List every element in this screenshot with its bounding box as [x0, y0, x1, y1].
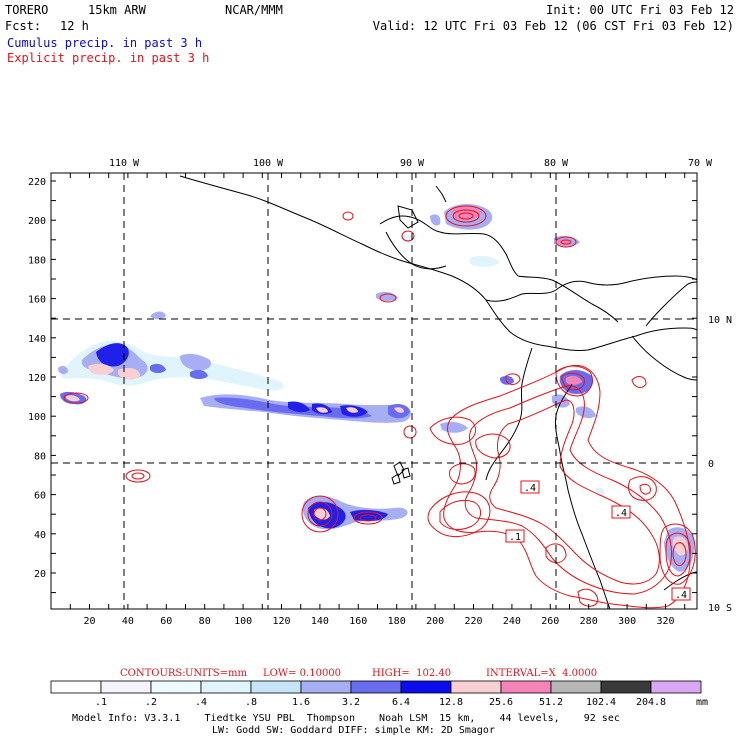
lat-label-0: 0 — [708, 459, 714, 470]
physics-info-line: LW: Godd SW: Goddard DIFF: simple KM: 2D… — [212, 725, 495, 736]
bottom-tick-label: 320 — [656, 616, 674, 627]
colorbar-swatch — [250, 680, 302, 694]
colorbar-swatch — [600, 680, 652, 694]
lat-label-10n: 10 N — [708, 315, 732, 326]
left-tick-label: 220 — [28, 177, 46, 188]
colorbar-swatch — [150, 680, 202, 694]
lat-label-10s: 10 S — [708, 603, 732, 614]
coastlines — [179, 175, 697, 609]
bottom-tick-label: 140 — [311, 616, 329, 627]
colorbar-swatch — [450, 680, 502, 694]
colorbar-label: 12.8 — [439, 697, 463, 708]
lon-label-100w: 100 W — [253, 158, 284, 169]
colorbar-label: .8 — [245, 697, 257, 708]
contour-label-3-text: .4 — [615, 508, 627, 519]
model-resolution: 15km ARW — [88, 3, 146, 17]
left-tick-label: 120 — [28, 373, 46, 384]
bottom-tick-label: 80 — [199, 616, 211, 627]
colorbar-units: mm — [696, 697, 708, 708]
colorbar-label: 6.4 — [392, 697, 410, 708]
contour-label-3: .4 — [611, 505, 631, 519]
left-tick-label: 140 — [28, 334, 46, 345]
bottom-tick-label: 220 — [464, 616, 482, 627]
contours-high: HIGH= 102.40 — [372, 668, 452, 679]
contour-label-1: .4 — [520, 480, 540, 494]
colorbar-swatch — [500, 680, 552, 694]
forecast-hour: 12 h — [60, 19, 89, 33]
colorbar-label: 51.2 — [539, 697, 563, 708]
left-tick-label: 200 — [28, 216, 46, 227]
colorbar: .1 .2 .4 .8 1.6 3.2 6.4 12.8 25.6 51.2 102.4 204.8 — [50, 680, 702, 708]
plot-frame — [50, 172, 698, 610]
colorbar-swatch — [100, 680, 152, 694]
bottom-tick-label: 300 — [618, 616, 636, 627]
bottom-tick-label: 60 — [160, 616, 172, 627]
colorbar-swatch — [650, 680, 702, 694]
contours-units: UNITS=mm — [185, 668, 247, 679]
left-tick-label: 160 — [28, 295, 46, 306]
valid-time: Valid: 12 UTC Fri 03 Feb 12 (06 CST Fri … — [372, 19, 734, 33]
bottom-tick-label: 20 — [83, 616, 95, 627]
contour-label-1-text: .4 — [524, 483, 536, 494]
bottom-tick-label: 280 — [580, 616, 598, 627]
colorbar-label: 3.2 — [342, 697, 360, 708]
init-time: Init: 00 UTC Fri 03 Feb 12 — [546, 3, 734, 17]
model-source: NCAR/MMM — [225, 3, 283, 17]
lon-label-110w: 110 W — [109, 158, 140, 169]
contours-label: CONTOURS: — [120, 668, 186, 679]
bottom-tick-label: 180 — [388, 616, 406, 627]
colorbar-swatch — [200, 680, 252, 694]
bottom-tick-label: 40 — [122, 616, 134, 627]
bottom-tick-label: 120 — [272, 616, 290, 627]
colorbar-label: 25.6 — [489, 697, 513, 708]
colorbar-label: 1.6 — [292, 697, 310, 708]
lon-label-90w: 90 W — [400, 158, 425, 169]
legend-explicit: Explicit precip. in past 3 h — [7, 51, 210, 65]
contour-label-4-text: .4 — [675, 590, 687, 601]
bottom-tick-label: 260 — [541, 616, 559, 627]
colorbar-swatch — [300, 680, 352, 694]
forecast-label: Fcst: — [5, 19, 42, 33]
colorbar-label: .2 — [145, 697, 157, 708]
colorbar-label: .4 — [195, 697, 207, 708]
left-tick-label: 180 — [28, 255, 46, 266]
left-tick-label: 80 — [34, 451, 46, 462]
explicit-contours — [63, 205, 696, 609]
contour-label-2-text: .1 — [509, 532, 521, 543]
left-tick-label: 20 — [34, 569, 46, 580]
colorbar-label: 204.8 — [636, 697, 666, 708]
colorbar-label: .1 — [95, 697, 107, 708]
colorbar-swatch — [550, 680, 602, 694]
bottom-tick-label: 240 — [503, 616, 521, 627]
colorbar-swatch — [400, 680, 452, 694]
contours-interval: INTERVAL=X 4.0000 — [486, 668, 598, 679]
lon-label-70w: 70 W — [688, 158, 713, 169]
bottom-tick-label: 100 — [234, 616, 252, 627]
colorbar-label: 102.4 — [586, 697, 616, 708]
lon-label-80w: 80 W — [544, 158, 569, 169]
colorbar-swatch — [350, 680, 402, 694]
left-tick-label: 60 — [34, 491, 46, 502]
colorbar-swatch — [50, 680, 102, 694]
model-info-line: Model Info: V3.3.1 Tiedtke YSU PBL Thomp… — [72, 713, 620, 724]
left-tick-label: 100 — [28, 412, 46, 423]
contour-label-4: .4 — [671, 587, 691, 601]
model-name: TORERO — [5, 3, 49, 17]
bottom-tick-label: 160 — [349, 616, 367, 627]
contours-low: LOW= 0.10000 — [263, 668, 342, 679]
precip-shading — [58, 204, 695, 572]
contour-label-2: .1 — [505, 529, 525, 543]
lat-lon-grid — [51, 173, 697, 609]
bottom-tick-label: 200 — [426, 616, 444, 627]
left-tick-label: 40 — [34, 530, 46, 541]
legend-cumulus: Cumulus precip. in past 3 h — [7, 36, 203, 50]
